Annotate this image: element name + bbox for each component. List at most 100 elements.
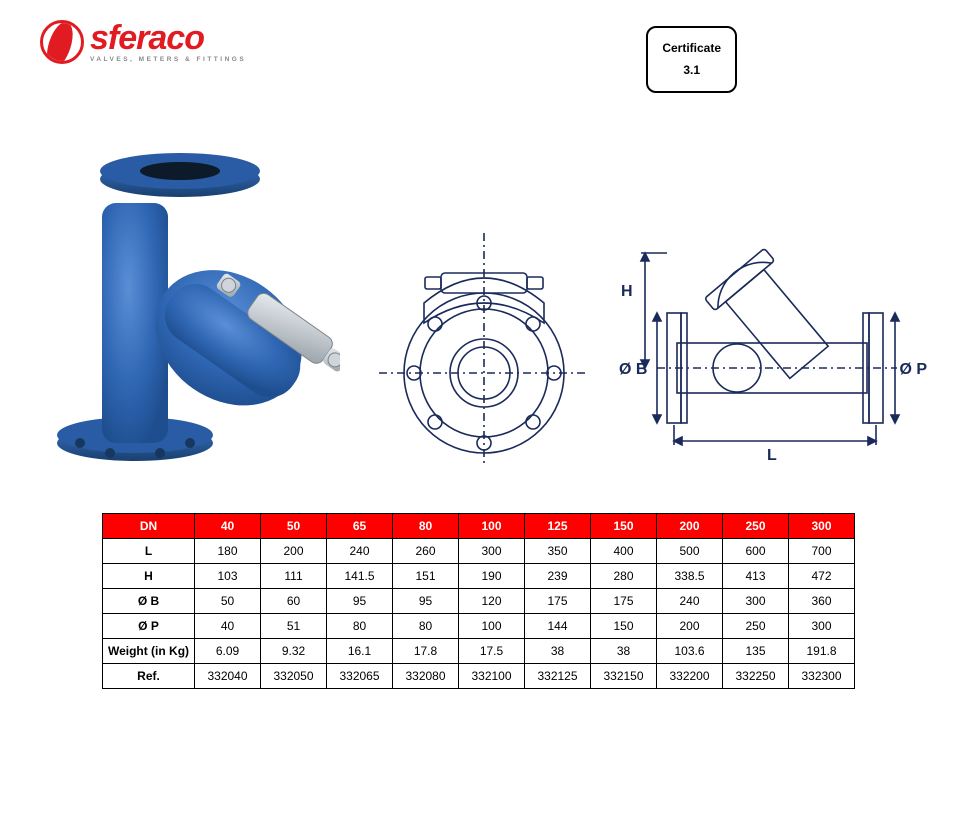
side-view-icon (627, 213, 917, 463)
table-col-header: 80 (393, 514, 459, 539)
table-cell: 300 (459, 539, 525, 564)
table-cell: 360 (789, 589, 855, 614)
dimensions-table: DN 40 50 65 80 100 125 150 200 250 300 L… (102, 513, 855, 689)
technical-drawing-side: H Ø B Ø P L (627, 213, 917, 463)
table-row-label: L (103, 539, 195, 564)
table-header-row: DN 40 50 65 80 100 125 150 200 250 300 (103, 514, 855, 539)
table-row: Ref.332040332050332065332080332100332125… (103, 664, 855, 689)
product-photo (40, 143, 340, 473)
table-col-header: 40 (195, 514, 261, 539)
table-cell: 40 (195, 614, 261, 639)
table-row-label: H (103, 564, 195, 589)
table-cell: 332040 (195, 664, 261, 689)
brand-tagline: VALVES, METERS & FITTINGS (90, 57, 246, 64)
table-col-header: 300 (789, 514, 855, 539)
table-cell: 332100 (459, 664, 525, 689)
dim-label-h: H (621, 283, 633, 301)
table-cell: 180 (195, 539, 261, 564)
table-row-label: Ø B (103, 589, 195, 614)
table-cell: 332125 (525, 664, 591, 689)
table-col-header: 150 (591, 514, 657, 539)
table-cell: 350 (525, 539, 591, 564)
dim-label-ob: Ø B (619, 361, 647, 379)
table-cell: 332065 (327, 664, 393, 689)
table-cell: 144 (525, 614, 591, 639)
table-cell: 332080 (393, 664, 459, 689)
table-cell: 6.09 (195, 639, 261, 664)
table-cell: 500 (657, 539, 723, 564)
table-cell: 141.5 (327, 564, 393, 589)
table-cell: 17.5 (459, 639, 525, 664)
table-cell: 239 (525, 564, 591, 589)
table-row: Ø B50609595120175175240300360 (103, 589, 855, 614)
table-cell: 111 (261, 564, 327, 589)
table-cell: 95 (393, 589, 459, 614)
table-cell: 120 (459, 589, 525, 614)
table-cell: 400 (591, 539, 657, 564)
table-cell: 300 (789, 614, 855, 639)
front-view-icon (369, 233, 599, 463)
table-cell: 332200 (657, 664, 723, 689)
brand-name: sferaco (90, 21, 246, 55)
table-row-label: Ø P (103, 614, 195, 639)
table-cell: 240 (327, 539, 393, 564)
table-row: L180200240260300350400500600700 (103, 539, 855, 564)
table-cell: 80 (393, 614, 459, 639)
table-cell: 332150 (591, 664, 657, 689)
table-row-label: Ref. (103, 664, 195, 689)
table-cell: 103 (195, 564, 261, 589)
certificate-line2: 3.1 (662, 60, 721, 82)
table-cell: 413 (723, 564, 789, 589)
dim-label-op: Ø P (899, 361, 927, 379)
table-cell: 51 (261, 614, 327, 639)
table-cell: 95 (327, 589, 393, 614)
table-cell: 151 (393, 564, 459, 589)
table-cell: 16.1 (327, 639, 393, 664)
table-cell: 38 (591, 639, 657, 664)
table-cell: 100 (459, 614, 525, 639)
table-col-header: 100 (459, 514, 525, 539)
table-cell: 135 (723, 639, 789, 664)
table-cell: 191.8 (789, 639, 855, 664)
table-cell: 200 (657, 614, 723, 639)
table-row: Ø P40518080100144150200250300 (103, 614, 855, 639)
figures-row: H Ø B Ø P L (40, 143, 917, 483)
table-cell: 9.32 (261, 639, 327, 664)
header: sferaco VALVES, METERS & FITTINGS Certif… (40, 20, 917, 93)
table-cell: 150 (591, 614, 657, 639)
table-row-label: Weight (in Kg) (103, 639, 195, 664)
table-cell: 332050 (261, 664, 327, 689)
table-cell: 60 (261, 589, 327, 614)
table-cell: 332250 (723, 664, 789, 689)
table-cell: 280 (591, 564, 657, 589)
table-cell: 332300 (789, 664, 855, 689)
table-cell: 17.8 (393, 639, 459, 664)
table-cell: 700 (789, 539, 855, 564)
table-cell: 190 (459, 564, 525, 589)
table-cell: 240 (657, 589, 723, 614)
table-col-header: 200 (657, 514, 723, 539)
table-col-header: 50 (261, 514, 327, 539)
technical-drawing-front (369, 233, 599, 463)
table-cell: 175 (591, 589, 657, 614)
table-cell: 250 (723, 614, 789, 639)
table-cell: 38 (525, 639, 591, 664)
brand-logo-icon (40, 20, 84, 64)
table-col-header: 65 (327, 514, 393, 539)
valve-photo-icon (40, 143, 340, 473)
table-cell: 600 (723, 539, 789, 564)
table-cell: 300 (723, 589, 789, 614)
table-col-header: 125 (525, 514, 591, 539)
certificate-badge: Certificate 3.1 (646, 26, 737, 93)
table-row: Weight (in Kg)6.099.3216.117.817.5383810… (103, 639, 855, 664)
table-cell: 103.6 (657, 639, 723, 664)
table-row: H103111141.5151190239280338.5413472 (103, 564, 855, 589)
dim-label-l: L (767, 447, 777, 465)
table-col-header: 250 (723, 514, 789, 539)
table-cell: 50 (195, 589, 261, 614)
table-cell: 472 (789, 564, 855, 589)
table-cell: 175 (525, 589, 591, 614)
certificate-line1: Certificate (662, 38, 721, 60)
table-cell: 200 (261, 539, 327, 564)
table-header-label: DN (103, 514, 195, 539)
